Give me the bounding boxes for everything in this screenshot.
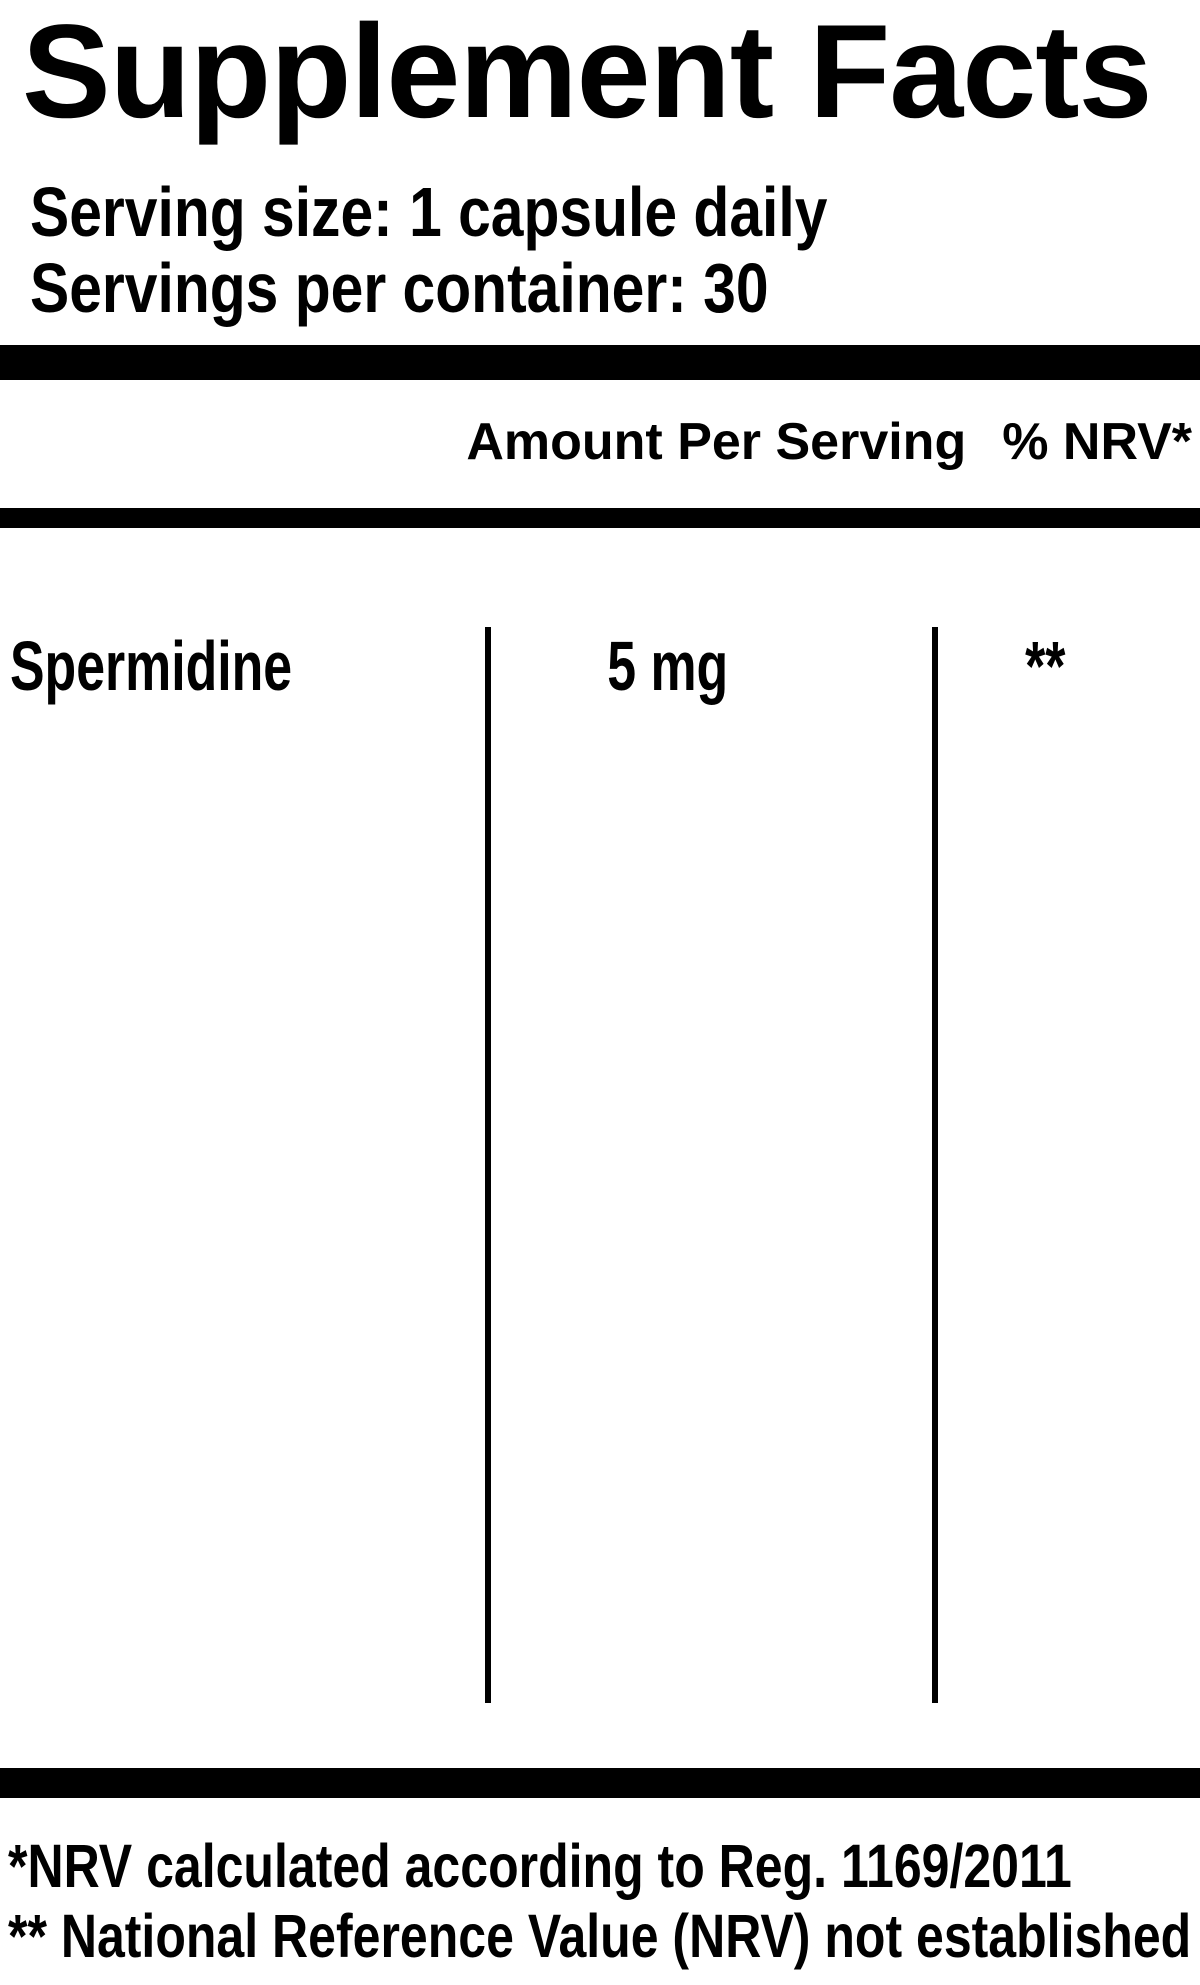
footnote-nrv-not-established-text: ** National Reference Value (NRV) not es… [8, 1902, 1192, 1970]
servings-per-container-line: Servings per container: 30 [30, 250, 979, 326]
divider-bar-top [0, 345, 1200, 380]
table-row-nutrient-name: Spermidine [10, 631, 391, 701]
amount-per-serving-header: Amount Per Serving [466, 413, 967, 471]
nutrient-nrv-text: ** [1024, 627, 1066, 705]
nutrient-name-text: Spermidine [10, 627, 293, 705]
footnote-nrv-regulation-text: *NRV calculated according to Reg. 1169/2… [8, 1832, 1072, 1900]
table-row-nrv: ** [940, 631, 1150, 701]
nrv-header: % NRV* [1002, 413, 1192, 471]
footnotes: *NRV calculated according to Reg. 1169/2… [8, 1831, 1200, 1971]
serving-size-line: Serving size: 1 capsule daily [30, 174, 979, 250]
nutrient-amount-text: 5 mg [607, 627, 729, 705]
serving-info: Serving size: 1 capsule daily Servings p… [30, 174, 979, 326]
label-title: Supplement Facts [22, 0, 1153, 146]
serving-size-text: Serving size: 1 capsule daily [30, 173, 828, 251]
divider-bar-bottom [0, 1768, 1200, 1798]
table-row-amount: 5 mg [490, 631, 846, 701]
footnote-nrv-regulation: *NRV calculated according to Reg. 1169/2… [8, 1831, 1200, 1901]
divider-bar-header [0, 508, 1200, 528]
servings-per-container-text: Servings per container: 30 [30, 249, 769, 327]
column-divider-line-2 [932, 627, 938, 1703]
footnote-nrv-not-established: ** National Reference Value (NRV) not es… [8, 1901, 1200, 1971]
table-column-header: Amount Per Serving % NRV* [466, 416, 1192, 468]
column-divider-line-1 [485, 627, 491, 1703]
